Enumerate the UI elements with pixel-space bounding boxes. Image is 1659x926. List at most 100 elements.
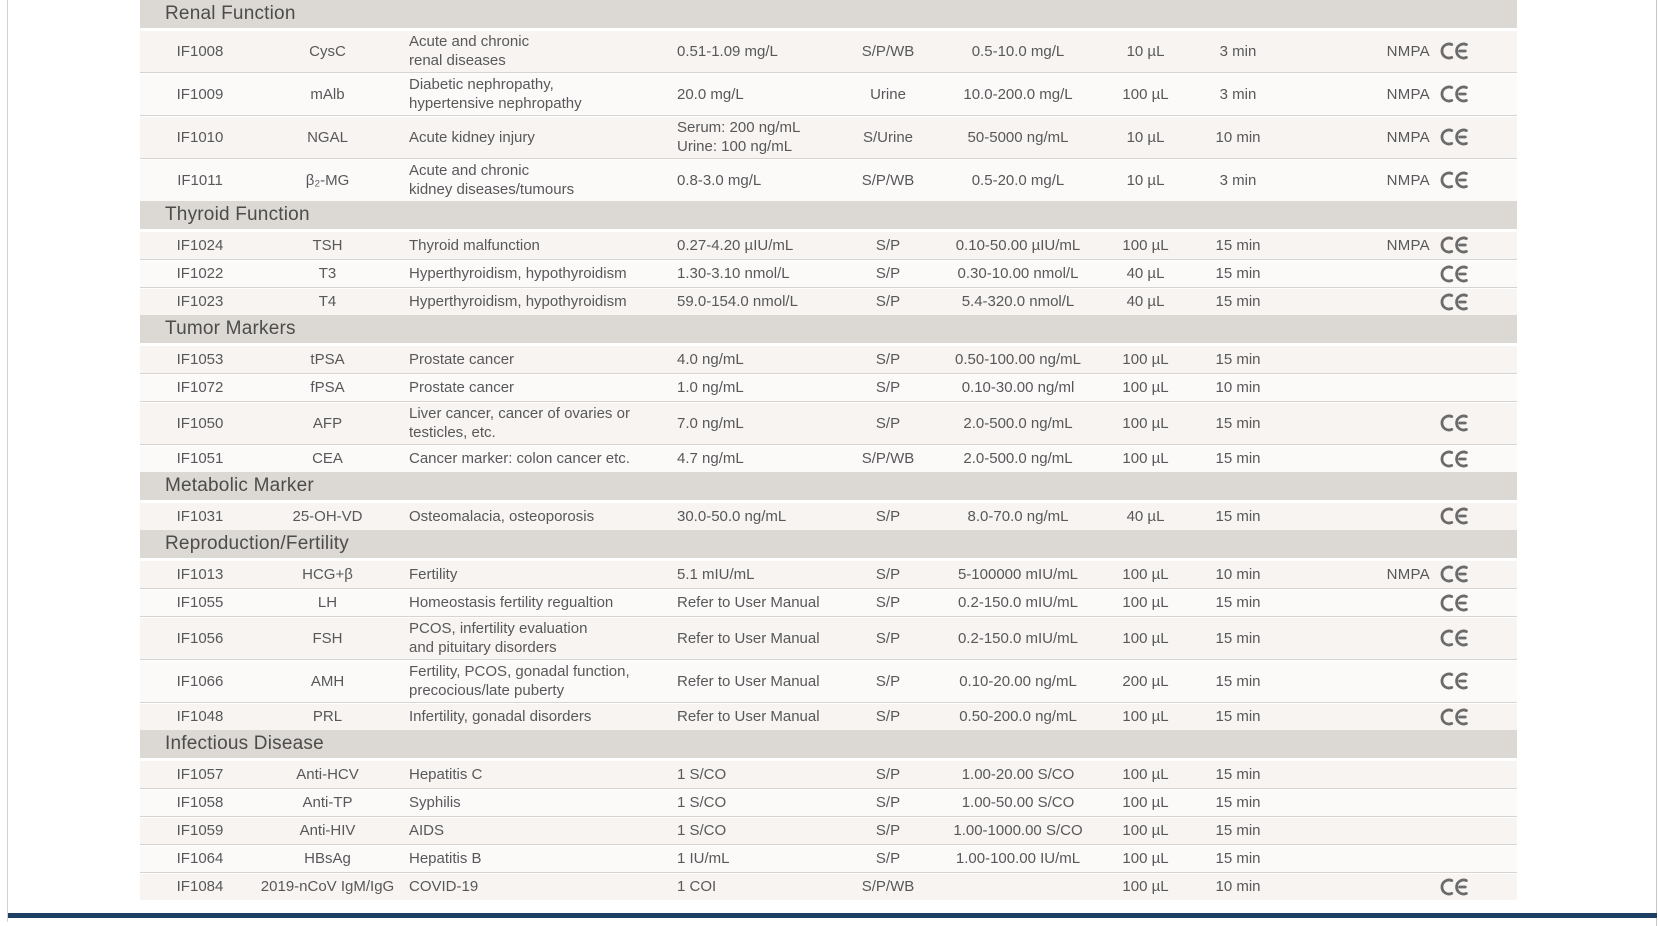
test-time-cell: 15 min — [1215, 850, 1261, 867]
sample-type-cell: S/P/WB — [861, 878, 915, 895]
certifications-cell: NMPA — [1288, 128, 1517, 147]
sample-type-cell: S/P — [875, 565, 901, 583]
reference-value-cell: 1 S/CO — [677, 765, 727, 783]
certifications-cell — [1288, 293, 1517, 311]
sample-volume-cell: 100 µL — [1122, 878, 1169, 895]
certifications-cell — [1288, 672, 1517, 690]
nmpa-label: NMPA — [1386, 565, 1430, 583]
sample-volume-cell: 100 µL — [1122, 850, 1169, 867]
reference-value-cell: 1 IU/mL — [677, 850, 730, 867]
assay-abbreviation-cell: Anti-TP — [302, 794, 353, 811]
assay-abbreviation-cell: FSH — [312, 629, 343, 647]
ce-mark-icon — [1439, 565, 1469, 583]
table-row: IF1022 T3 Hyperthyroidism, hypothyroidis… — [140, 259, 1517, 287]
detection-range-cell: 0.10-20.00 ng/mL — [959, 672, 1077, 690]
test-time-cell: 10 min — [1215, 878, 1261, 895]
reference-value-cell: 4.0 ng/mL — [677, 350, 744, 368]
test-time-cell: 15 min — [1215, 236, 1261, 254]
test-time-cell: 10 min — [1215, 379, 1261, 396]
sample-type-cell: S/P — [875, 350, 901, 368]
table-row: IF1031 25-OH-VD Osteomalacia, osteoporos… — [140, 502, 1517, 530]
certifications-cell: NMPA — [1288, 236, 1517, 255]
test-time-cell: 15 min — [1215, 293, 1261, 310]
assay-id-cell: IF1024 — [176, 236, 224, 254]
detection-range-cell: 8.0-70.0 ng/mL — [967, 507, 1069, 525]
sample-type-cell: S/P — [875, 629, 901, 647]
reference-value-cell: Refer to User Manual — [677, 672, 820, 690]
sample-type-cell: S/P — [875, 822, 901, 839]
sample-type-cell: S/P — [875, 672, 901, 690]
reference-value-cell: Refer to User Manual — [677, 708, 820, 725]
section-title: Tumor Markers — [165, 318, 296, 339]
test-time-cell: 15 min — [1215, 765, 1261, 783]
assay-abbreviation-cell: mAlb — [310, 85, 345, 103]
detection-range-cell: 0.50-200.0 ng/mL — [959, 708, 1077, 725]
certifications-cell — [1288, 629, 1517, 647]
reference-value-cell: 1.0 ng/mL — [677, 379, 744, 396]
assay-abbreviation-cell: PRL — [312, 708, 343, 725]
ce-mark-icon — [1439, 594, 1469, 612]
reference-value-cell: 59.0-154.0 nmol/L — [677, 293, 798, 310]
certifications-cell — [1288, 708, 1517, 726]
table-row: IF1023 T4 Hyperthyroidism, hypothyroidis… — [140, 287, 1517, 315]
assay-description-cell: Infertility, gonadal disorders — [409, 708, 592, 725]
assay-abbreviation-cell: T3 — [318, 265, 337, 282]
ce-mark-icon — [1439, 171, 1469, 189]
detection-range-cell: 1.00-50.00 S/CO — [961, 794, 1075, 811]
sample-volume-cell: 100 µL — [1122, 594, 1169, 611]
assay-id-cell: IF1008 — [176, 42, 224, 60]
detection-range-cell: 0.30-10.00 nmol/L — [957, 265, 1079, 282]
table-row: IF1050 AFP Liver cancer, cancer of ovari… — [140, 401, 1517, 444]
assay-description-cell: Fertility, PCOS, gonadal function, preco… — [409, 663, 630, 699]
section-header: Renal Function — [140, 0, 1517, 28]
assay-description-cell: Fertility — [409, 565, 458, 583]
test-time-cell: 15 min — [1215, 450, 1261, 467]
sample-volume-cell: 100 µL — [1122, 629, 1169, 647]
section-header: Tumor Markers — [140, 315, 1517, 343]
reference-value-cell: Serum: 200 ng/mL Urine: 100 ng/mL — [677, 119, 801, 155]
test-time-cell: 15 min — [1215, 414, 1261, 432]
assay-id-cell: IF1010 — [176, 128, 224, 146]
reference-value-cell: 0.8-3.0 mg/L — [677, 171, 762, 189]
section-header: Metabolic Marker — [140, 472, 1517, 500]
reference-value-cell: Refer to User Manual — [677, 629, 820, 647]
table-row: IF1057 Anti-HCV Hepatitis C 1 S/CO S/P 1… — [140, 760, 1517, 788]
detection-range-cell: 1.00-20.00 S/CO — [961, 765, 1075, 783]
reference-value-cell: 1.30-3.10 nmol/L — [677, 265, 790, 282]
table-row: IF1053 tPSA Prostate cancer 4.0 ng/mL S/… — [140, 345, 1517, 373]
assay-abbreviation-cell: NGAL — [307, 128, 348, 146]
sample-volume-cell: 100 µL — [1122, 236, 1169, 254]
table-section: Renal Function IF1008 CysC Acute and chr… — [140, 0, 1517, 201]
table-section: Metabolic Marker IF1031 25-OH-VD Osteoma… — [140, 472, 1517, 530]
table-section: Tumor Markers IF1053 tPSA Prostate cance… — [140, 315, 1517, 472]
assay-id-cell: IF1055 — [176, 594, 224, 611]
reference-value-cell: 1 S/CO — [677, 822, 727, 839]
ce-mark-icon — [1439, 450, 1469, 468]
table-row: IF1011 β₂-MG Acute and chronic kidney di… — [140, 158, 1517, 201]
detection-range-cell: 10.0-200.0 mg/L — [963, 85, 1073, 103]
test-time-cell: 3 min — [1219, 171, 1257, 189]
section-header: Infectious Disease — [140, 730, 1517, 758]
ce-mark-icon — [1439, 128, 1469, 146]
assay-abbreviation-cell: tPSA — [310, 350, 345, 368]
nmpa-label: NMPA — [1386, 85, 1430, 103]
ce-mark-icon — [1439, 507, 1469, 525]
test-time-cell: 15 min — [1215, 350, 1261, 368]
section-title: Metabolic Marker — [165, 475, 314, 496]
assay-description-cell: Prostate cancer — [409, 350, 515, 368]
test-time-cell: 15 min — [1215, 507, 1261, 525]
assay-abbreviation-cell: fPSA — [310, 379, 345, 396]
table-section: Thyroid Function IF1024 TSH Thyroid malf… — [140, 201, 1517, 315]
assay-abbreviation-cell: AFP — [312, 414, 343, 432]
assay-description-cell: Liver cancer, cancer of ovaries or testi… — [409, 405, 630, 441]
sample-type-cell: S/P — [875, 236, 901, 254]
sample-volume-cell: 10 µL — [1126, 128, 1165, 146]
detection-range-cell: 5-100000 mIU/mL — [957, 565, 1079, 583]
table-row: IF1024 TSH Thyroid malfunction 0.27-4.20… — [140, 231, 1517, 259]
assay-description-cell: Syphilis — [409, 794, 461, 811]
assay-abbreviation-cell: Anti-HIV — [299, 822, 356, 839]
assay-abbreviation-cell: LH — [317, 594, 338, 611]
detection-range-cell: 0.5-20.0 mg/L — [971, 171, 1065, 189]
reference-value-cell: 4.7 ng/mL — [677, 450, 744, 467]
